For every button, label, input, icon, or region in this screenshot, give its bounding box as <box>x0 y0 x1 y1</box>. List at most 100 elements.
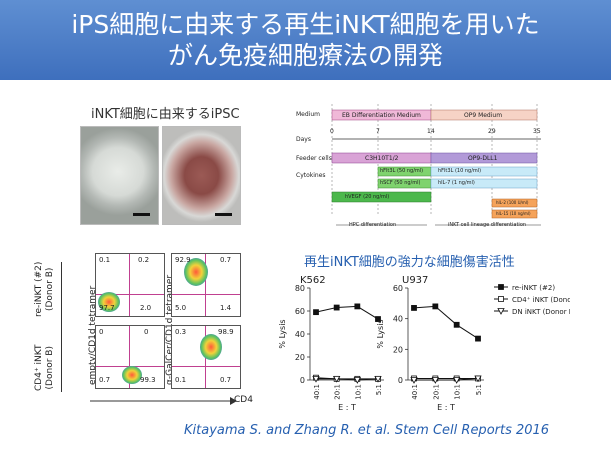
cytokine-label: hFlt3L (50 ng/ml) <box>380 168 424 174</box>
facs-x-axis-arrow <box>90 397 237 405</box>
title-line-1: iPS細胞に由来する再生iNKT細胞を用いた <box>71 10 540 39</box>
medium-label: OP9 Medium <box>464 112 503 119</box>
data-point <box>475 335 481 342</box>
y-tick-label: 20 <box>295 353 305 362</box>
data-point <box>374 375 382 383</box>
quadrant-value: 0.3 <box>175 328 187 336</box>
protocol-schematic <box>331 104 541 226</box>
quadrant-value: 99.3 <box>140 376 156 384</box>
data-point <box>452 377 461 384</box>
quadrant-value: 0 <box>144 328 149 336</box>
stained-colony-image <box>162 126 241 225</box>
y-tick-label: 80 <box>295 284 305 293</box>
day-tick: 7 <box>376 128 380 135</box>
series-line <box>316 378 379 381</box>
cytokine-label: hSCF (50 ng/ml) <box>380 180 421 186</box>
data-point <box>431 377 440 384</box>
cytokine-label: hFlt3L (10 ng/ml) <box>438 168 482 174</box>
series-line <box>315 305 379 320</box>
quadrant-value: 97.7 <box>99 304 115 312</box>
day-tick: 35 <box>533 128 541 135</box>
legend-label: DN iNKT (Donor B) <box>512 308 570 316</box>
data-point <box>410 377 418 384</box>
citation: Kitayama S. and Zhang R. et al. Stem Cel… <box>184 423 550 438</box>
scale-bar <box>133 213 150 216</box>
y-tick-label: 0 <box>398 376 403 385</box>
quadrant-value: 0.1 <box>99 256 111 264</box>
y-axis-label: % Lysis <box>278 319 287 348</box>
legend-marker <box>497 308 505 315</box>
quadrant-value: 0.7 <box>99 376 111 384</box>
cytokine-label: hIL-15 (10 ng/ml) <box>496 211 531 216</box>
quadrant-value: 2.0 <box>140 304 152 312</box>
scale-bar <box>215 213 232 216</box>
data-point <box>411 305 417 311</box>
quadrant-value: 92.9 <box>175 256 191 264</box>
data-point <box>375 316 381 322</box>
series-line <box>414 377 479 381</box>
day-tick: 14 <box>427 128 435 135</box>
facs-row-divider <box>61 262 62 392</box>
title-banner: iPS細胞に由来する再生iNKT細胞を用いた がん免疫細胞療法の開発 <box>0 0 611 80</box>
chart-title: U937 <box>402 275 428 286</box>
quadrant-value: 0.7 <box>220 256 232 264</box>
data-point <box>474 375 482 383</box>
legend-label: re-iNKT (#2) <box>512 284 555 292</box>
legend-marker <box>498 284 504 290</box>
x-tick-label: 40:1 <box>313 384 321 400</box>
y-tick-label: 40 <box>295 330 305 339</box>
x-tick-label: 5:1 <box>375 384 383 395</box>
protocol-row-label: Days <box>296 136 311 143</box>
cytotox-title: 再生iNKT細胞の強力な細胞傷害活性 <box>304 255 515 270</box>
facs-x-axis-label: CD4 <box>234 395 253 405</box>
day-tick: 0 <box>330 128 334 135</box>
cytokine-label: hIL-2 (100 U/ml) <box>496 200 529 205</box>
quadrant-value: 98.9 <box>218 328 234 336</box>
protocol-row-label: Feeder cells <box>296 155 332 162</box>
feeder-label: C3H10T1/2 <box>365 155 399 162</box>
quadrant-value: 0.1 <box>175 376 187 384</box>
series-line <box>315 377 378 380</box>
data-point <box>432 303 439 310</box>
data-point <box>353 377 362 384</box>
protocol-row-label: Cytokines <box>296 172 326 179</box>
facs-plot: 92.9 0.7 5.0 1.4 <box>171 253 241 317</box>
facs-plot: 0.3 98.9 0.1 0.7 <box>171 325 241 389</box>
medium-label: EB Differentiation Medium <box>342 112 421 119</box>
feeder-label: OP9-DLL1 <box>468 155 498 162</box>
legend-label: CD4⁺ iNKT (Donor B) <box>512 296 570 304</box>
y-axis-label: % Lysis <box>376 319 385 348</box>
series-line <box>413 305 479 340</box>
quadrant-value: 0 <box>99 328 104 336</box>
protocol-row-label: Medium <box>296 111 320 118</box>
data-point <box>332 375 341 383</box>
facs-row-label: CD4⁺ iNKT (Donor B) <box>34 344 55 392</box>
x-axis-label: E : T <box>338 403 356 412</box>
y-tick-label: 40 <box>393 315 403 324</box>
phase-label: iNKT cell lineage differentiation <box>448 222 527 228</box>
cytokine-label: hIL-7 (1 ng/ml) <box>438 180 475 186</box>
x-tick-label: 10:1 <box>354 384 362 400</box>
chart-title: K562 <box>300 275 326 286</box>
data-point <box>453 321 460 328</box>
facs-plot: 0 0 0.7 99.3 <box>95 325 165 389</box>
data-point <box>354 303 361 310</box>
quadrant-value: 5.0 <box>175 304 187 312</box>
title-line-2: がん免疫細胞療法の開発 <box>167 41 443 70</box>
facs-plot: 0.1 0.2 97.7 2.0 <box>95 253 165 317</box>
data-point <box>333 304 340 311</box>
quadrant-value: 0.2 <box>138 256 150 264</box>
ipsc-colony-image <box>80 126 159 225</box>
quadrant-value: 1.4 <box>220 304 232 312</box>
x-tick-label: 20:1 <box>432 384 440 400</box>
data-point <box>313 309 319 316</box>
y-tick-label: 60 <box>393 284 403 293</box>
phase-label: HPC differentiation <box>349 222 397 228</box>
x-tick-label: 20:1 <box>334 384 342 400</box>
cytokine-label: hVEGF (20 ng/ml) <box>345 194 390 200</box>
x-tick-label: 5:1 <box>475 384 483 395</box>
y-tick-label: 20 <box>393 345 403 354</box>
legend-marker <box>498 296 504 302</box>
cytotoxicity-charts: K562 0 20 40 60 80 % Lysis 40:1 20:1 10:1 5:1 E : T… <box>278 275 570 412</box>
quadrant-value: 0.7 <box>220 376 232 384</box>
